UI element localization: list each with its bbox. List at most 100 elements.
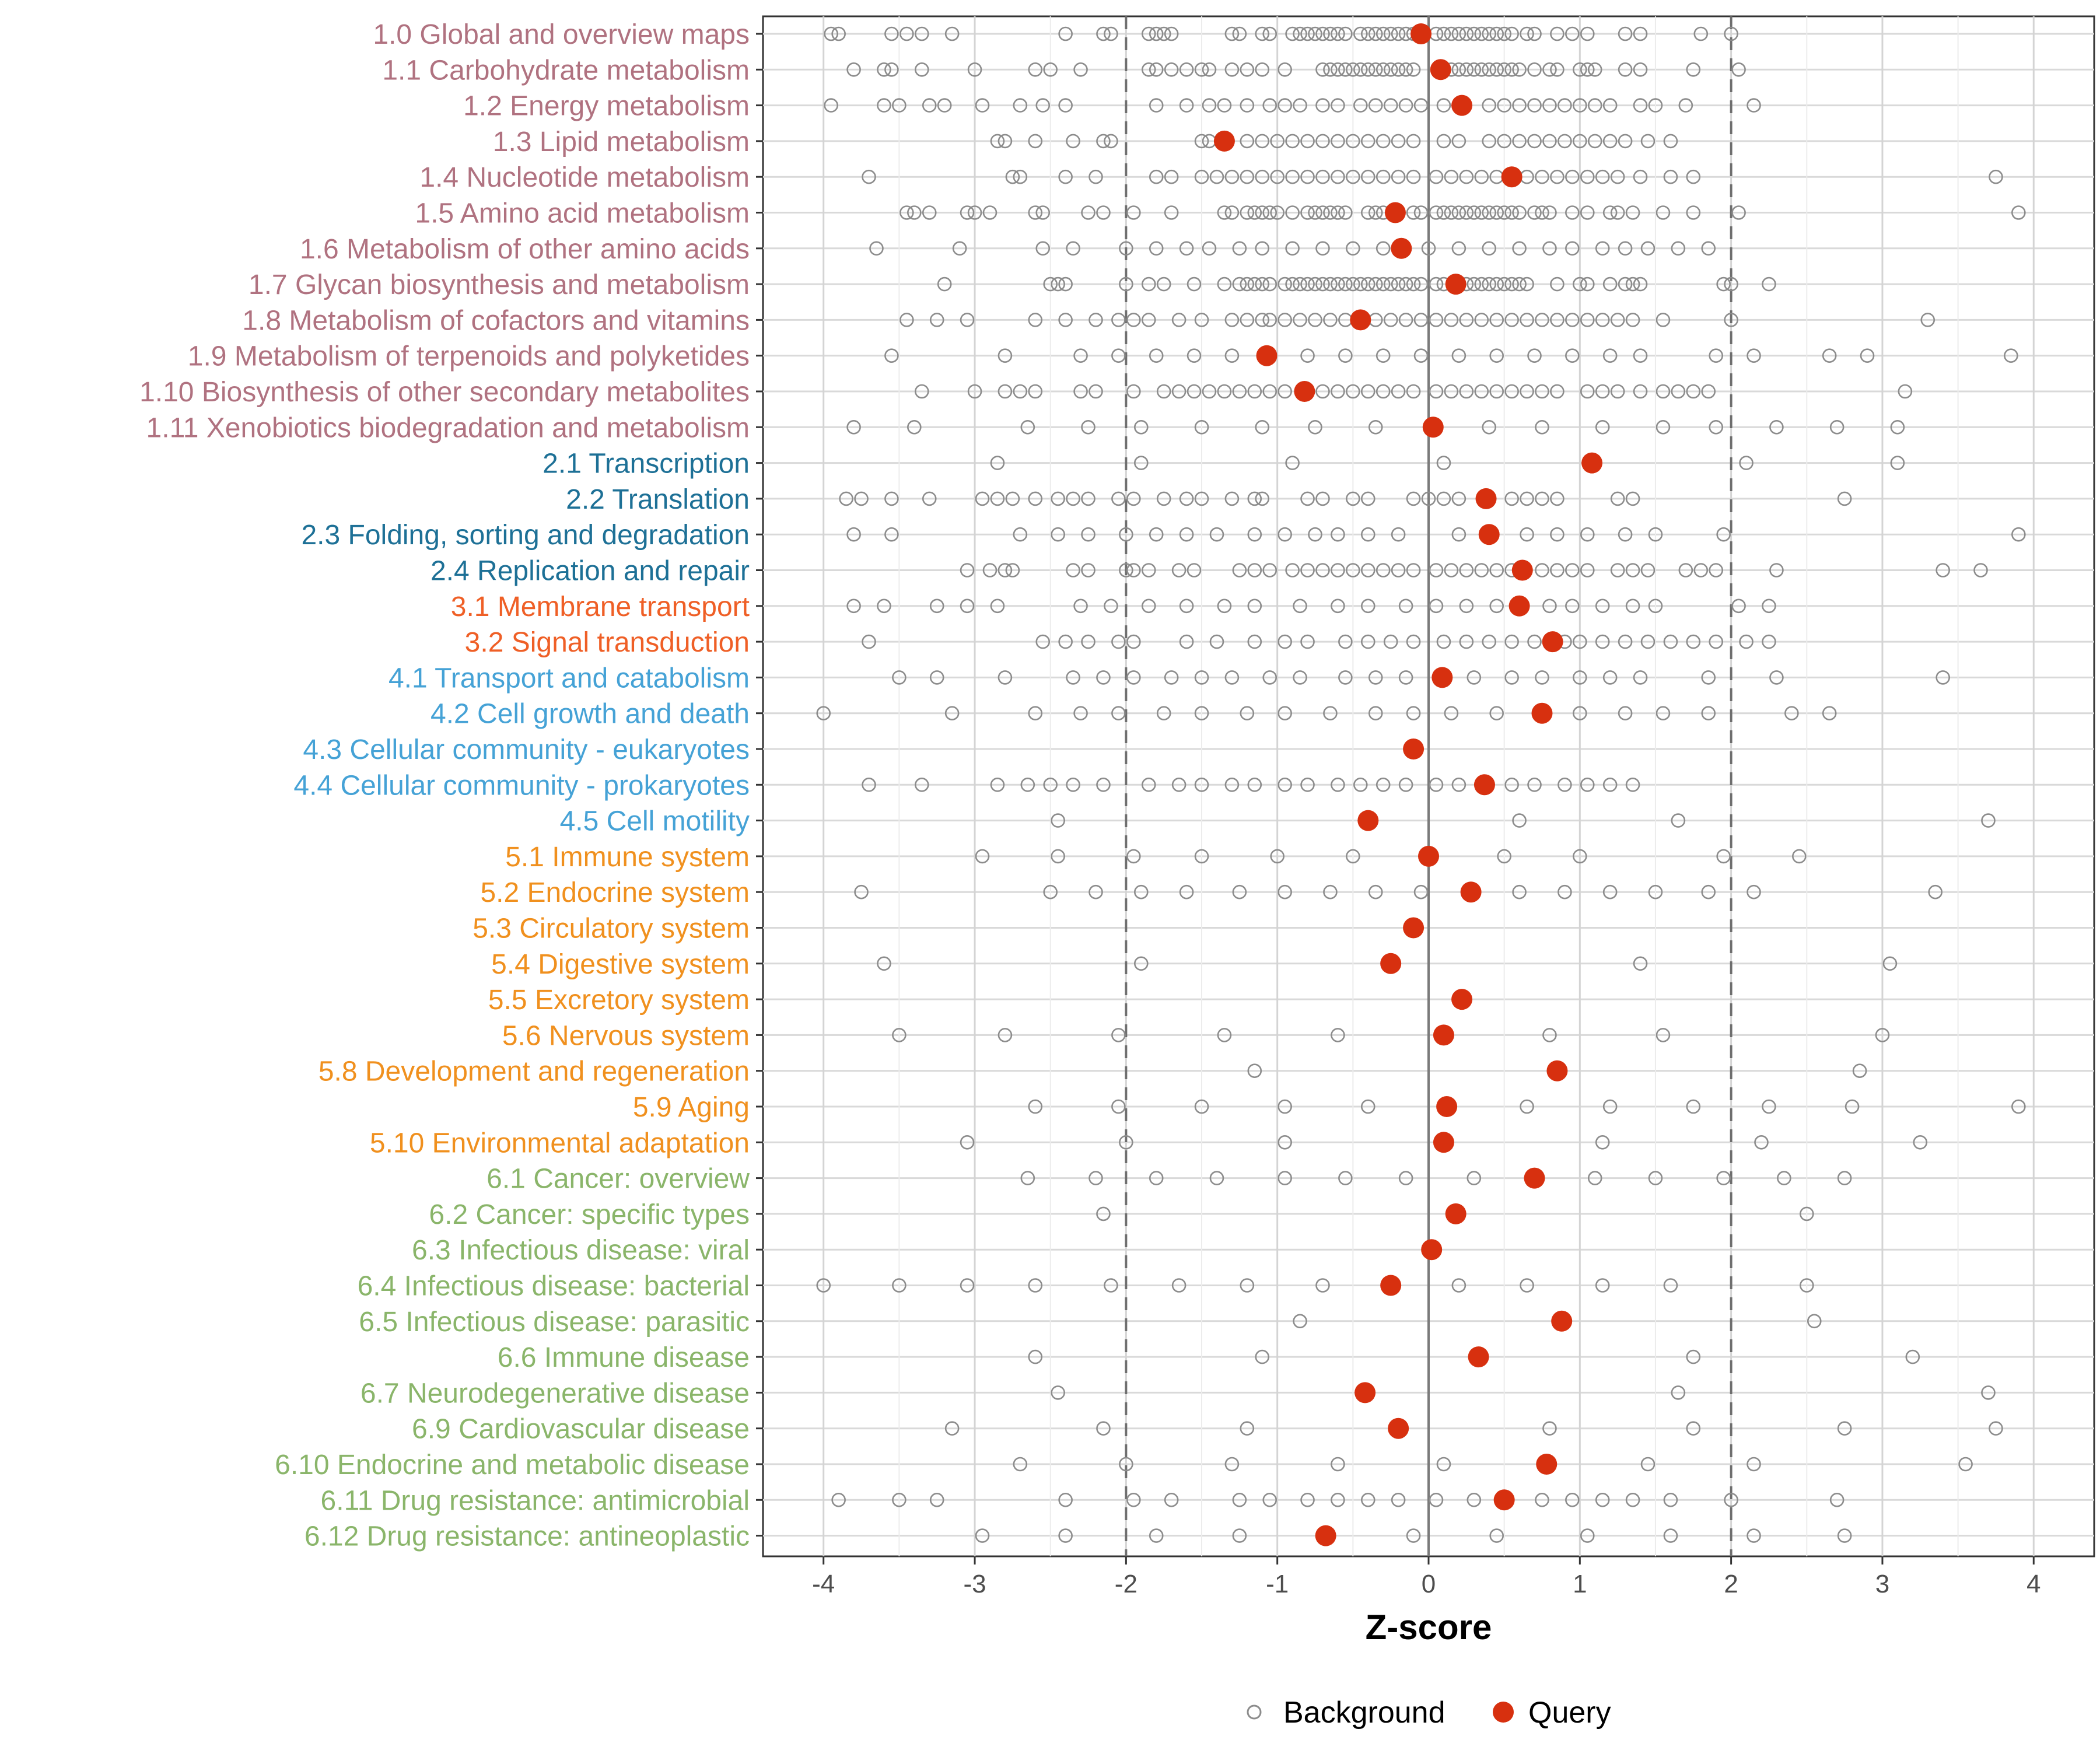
background-point xyxy=(1829,419,1845,435)
background-point xyxy=(892,1278,907,1293)
background-point xyxy=(1308,419,1322,435)
background-point xyxy=(862,778,876,792)
category-label: 1.6 Metabolism of other amino acids xyxy=(300,234,750,265)
query-point xyxy=(1421,1239,1443,1261)
background-point xyxy=(1066,491,1080,506)
background-point xyxy=(1262,313,1278,327)
background-point xyxy=(1051,527,1065,542)
background-point xyxy=(1640,563,1656,578)
background-point xyxy=(1391,169,1406,184)
background-point xyxy=(1300,205,1315,220)
background-point xyxy=(1073,384,1088,399)
background-point xyxy=(1550,62,1564,77)
background-point xyxy=(914,778,929,792)
background-point xyxy=(1376,348,1391,363)
background-point xyxy=(1746,1457,1761,1472)
background-point xyxy=(960,563,975,578)
background-point xyxy=(1587,134,1602,149)
background-point xyxy=(1542,98,1557,113)
background-point xyxy=(1111,706,1126,720)
background-point xyxy=(1247,205,1262,220)
background-point xyxy=(1323,62,1338,77)
background-point xyxy=(884,491,899,506)
background-point xyxy=(1429,563,1444,578)
x-tick-label: 1 xyxy=(1573,1570,1587,1598)
background-point xyxy=(1278,1099,1292,1114)
background-point xyxy=(1278,1135,1292,1150)
background-point xyxy=(1088,884,1103,900)
background-point xyxy=(1262,384,1278,399)
background-point xyxy=(1391,384,1406,399)
background-point xyxy=(1338,26,1353,41)
background-point xyxy=(1391,527,1406,542)
background-point xyxy=(1360,598,1376,614)
background-point xyxy=(1247,778,1262,792)
background-point xyxy=(1058,169,1073,184)
query-point xyxy=(1213,130,1235,152)
background-point xyxy=(1338,634,1353,649)
background-point xyxy=(1391,1493,1406,1507)
background-point xyxy=(1451,778,1466,792)
background-point xyxy=(1262,98,1278,113)
background-point xyxy=(1346,62,1360,77)
query-point xyxy=(1403,738,1424,760)
background-point xyxy=(1164,205,1179,220)
background-point xyxy=(1383,634,1398,649)
category-label: 5.6 Nervous system xyxy=(502,1020,750,1051)
background-point xyxy=(1028,706,1043,720)
background-point xyxy=(1066,241,1080,256)
background-point xyxy=(1376,134,1391,149)
background-point xyxy=(1459,563,1474,578)
background-point xyxy=(1822,348,1837,363)
background-point xyxy=(1043,62,1058,77)
query-point xyxy=(1432,667,1453,688)
background-point xyxy=(1346,849,1360,864)
background-point xyxy=(1194,849,1209,864)
background-point xyxy=(907,419,922,435)
category-label: 5.4 Digestive system xyxy=(491,949,750,980)
background-point xyxy=(1043,276,1058,292)
background-point xyxy=(1202,241,1217,256)
background-point xyxy=(944,26,960,41)
background-point xyxy=(1671,813,1686,828)
background-point xyxy=(1633,670,1648,685)
background-point xyxy=(1096,134,1111,149)
background-point xyxy=(1429,1493,1444,1507)
background-point xyxy=(884,527,899,542)
background-point xyxy=(1565,169,1580,184)
background-point xyxy=(1179,62,1194,77)
background-point xyxy=(1474,313,1489,327)
background-point xyxy=(1005,563,1020,578)
background-point xyxy=(1648,598,1663,614)
background-point xyxy=(1096,778,1111,792)
background-point xyxy=(1542,241,1557,256)
background-point xyxy=(1799,1206,1814,1222)
background-point xyxy=(1686,1421,1701,1436)
background-point xyxy=(1489,706,1504,720)
background-point xyxy=(1686,384,1701,399)
background-point xyxy=(1293,276,1307,292)
background-point xyxy=(1739,634,1754,649)
background-point xyxy=(1413,205,1429,220)
background-point xyxy=(1527,62,1542,77)
background-point xyxy=(1573,670,1587,685)
background-point xyxy=(877,956,891,971)
background-point xyxy=(1610,205,1625,220)
query-point xyxy=(1384,202,1406,223)
background-point xyxy=(1792,849,1807,864)
background-point xyxy=(1315,491,1330,506)
background-point xyxy=(1595,1493,1610,1507)
query-point xyxy=(1380,1275,1402,1296)
background-point xyxy=(1459,62,1474,77)
background-point xyxy=(1482,419,1497,435)
background-point xyxy=(1262,1493,1278,1507)
background-point xyxy=(1293,313,1307,327)
background-point xyxy=(1331,1457,1345,1472)
background-point xyxy=(1255,313,1270,327)
background-point xyxy=(922,98,937,113)
background-point xyxy=(1278,634,1292,649)
background-point xyxy=(1164,62,1179,77)
background-point xyxy=(1149,1528,1164,1543)
category-label: 4.1 Transport and catabolism xyxy=(388,663,750,694)
background-point xyxy=(1602,98,1618,113)
